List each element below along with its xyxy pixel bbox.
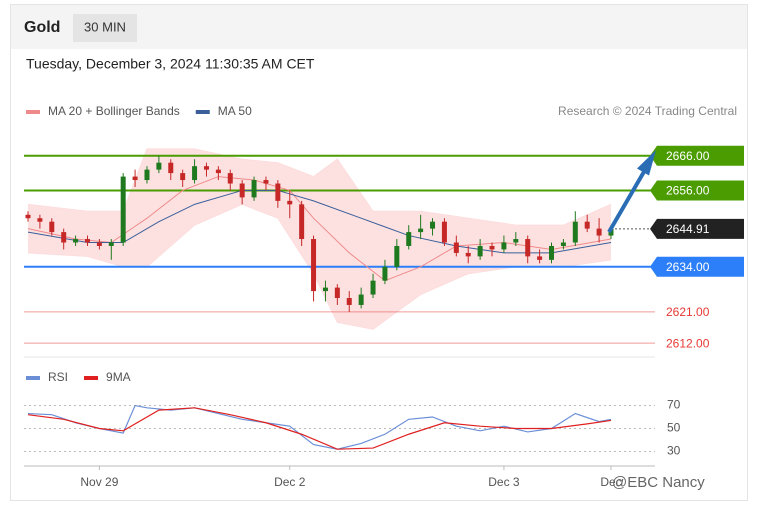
arrow-shaft (607, 168, 647, 234)
rsi-line (27, 404, 612, 450)
candle-body (477, 245, 483, 257)
candle-body (299, 204, 305, 240)
candle-body (525, 239, 531, 257)
candle-body (489, 245, 495, 250)
candle-body (156, 162, 162, 170)
x-tick-label: Dec 3 (488, 475, 520, 489)
level-label: 2612.00 (666, 336, 710, 350)
candle-body (168, 162, 174, 174)
candle-body (441, 221, 447, 243)
candle-body (132, 176, 138, 181)
candle-body (346, 298, 352, 305)
legend-label: RSI (48, 370, 68, 384)
legend-label: 9MA (106, 370, 131, 384)
last-price-label: 2644.91 (666, 222, 710, 236)
candle-body (263, 180, 269, 184)
level-label: 2656.00 (666, 184, 710, 198)
symbol: Gold (24, 19, 60, 36)
level-label: 2666.00 (666, 149, 710, 163)
candle-body (370, 280, 376, 295)
candle-body (180, 173, 186, 181)
candle-body (215, 169, 221, 174)
candle-body (275, 183, 281, 201)
candle-body (406, 232, 412, 246)
candle-body (418, 228, 424, 233)
candle-body (560, 242, 566, 246)
candle-body (334, 287, 340, 299)
x-tick-label: Dec 2 (274, 475, 306, 489)
legend-label: MA 20 + Bollinger Bands (48, 104, 180, 118)
candle-body (144, 169, 150, 181)
candle-body (453, 242, 459, 253)
candle-body (120, 176, 126, 243)
level-label: 2621.00 (666, 305, 710, 319)
candle-body (501, 242, 507, 250)
watermark: @EBC Nancy (612, 474, 705, 491)
candle-body (311, 239, 317, 292)
ma-line (27, 189, 612, 254)
forecast-arrow (607, 150, 656, 234)
level-box (650, 145, 744, 166)
candle-body (96, 242, 102, 246)
candle-body (37, 218, 43, 222)
candle-body (84, 239, 90, 243)
candle-body (382, 266, 388, 281)
candle-body (251, 180, 257, 198)
bollinger-fill (28, 148, 611, 330)
y-tick-label: 30 (667, 444, 681, 458)
candle-body (584, 221, 590, 229)
candle-body (513, 239, 519, 243)
candle-body (108, 242, 114, 246)
candle-body (358, 294, 364, 305)
arrow-head (637, 150, 656, 176)
y-tick-label: 70 (667, 398, 681, 412)
legend-label: MA 50 (218, 104, 252, 118)
rsi-line (27, 407, 612, 450)
candle-body (61, 232, 67, 243)
x-tick-label: Dec (600, 475, 621, 489)
level-box (650, 256, 744, 277)
interval-tag[interactable] (73, 14, 137, 42)
candle-body (192, 166, 198, 181)
timestamp: Tuesday, December 3, 2024 11:30:35 AM CE… (26, 56, 315, 72)
candle-body (49, 221, 55, 233)
candle-body (572, 221, 578, 243)
candle-body (287, 200, 293, 205)
candle-body (394, 245, 400, 267)
candle-body (465, 252, 471, 257)
last-price-box (650, 218, 744, 239)
source: Research © 2024 Trading Central (558, 104, 737, 118)
candle-body (549, 245, 555, 260)
level-label: 2634.00 (666, 260, 710, 274)
candle-body (322, 287, 328, 292)
candle-body (430, 221, 436, 229)
candle-body (239, 183, 245, 198)
candle-body (73, 239, 79, 243)
candle-body (596, 228, 602, 236)
interval[interactable]: 30 MIN (84, 19, 126, 34)
candle-body (537, 256, 543, 260)
y-tick-label: 50 (667, 421, 681, 435)
candle-body (227, 173, 233, 184)
x-tick-label: Nov 29 (80, 475, 118, 489)
candle-body (25, 214, 31, 219)
level-box (650, 180, 744, 201)
candle-body (203, 166, 209, 170)
